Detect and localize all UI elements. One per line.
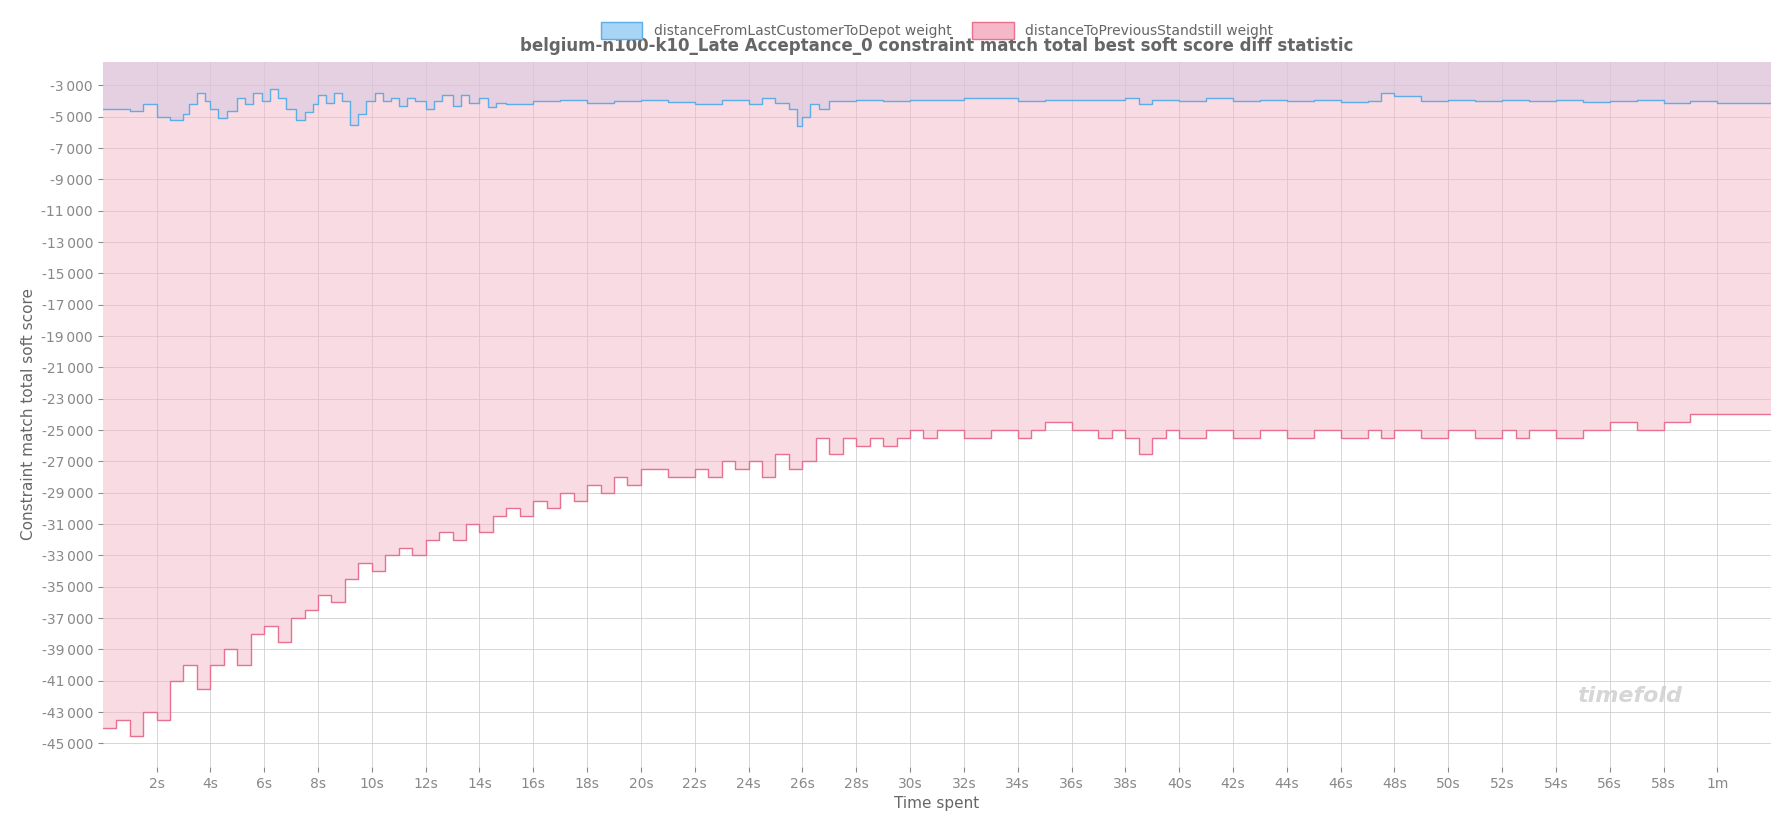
Title: belgium-n100-k10_Late Acceptance_0 constraint match total best soft score diff s: belgium-n100-k10_Late Acceptance_0 const… [520, 37, 1353, 55]
X-axis label: Time spent: Time spent [894, 796, 980, 811]
Text: timefold: timefold [1577, 686, 1681, 706]
Y-axis label: Constraint match total soft score: Constraint match total soft score [22, 289, 36, 541]
Legend: distanceFromLastCustomerToDepot weight, distanceToPreviousStandstill weight: distanceFromLastCustomerToDepot weight, … [595, 16, 1279, 44]
